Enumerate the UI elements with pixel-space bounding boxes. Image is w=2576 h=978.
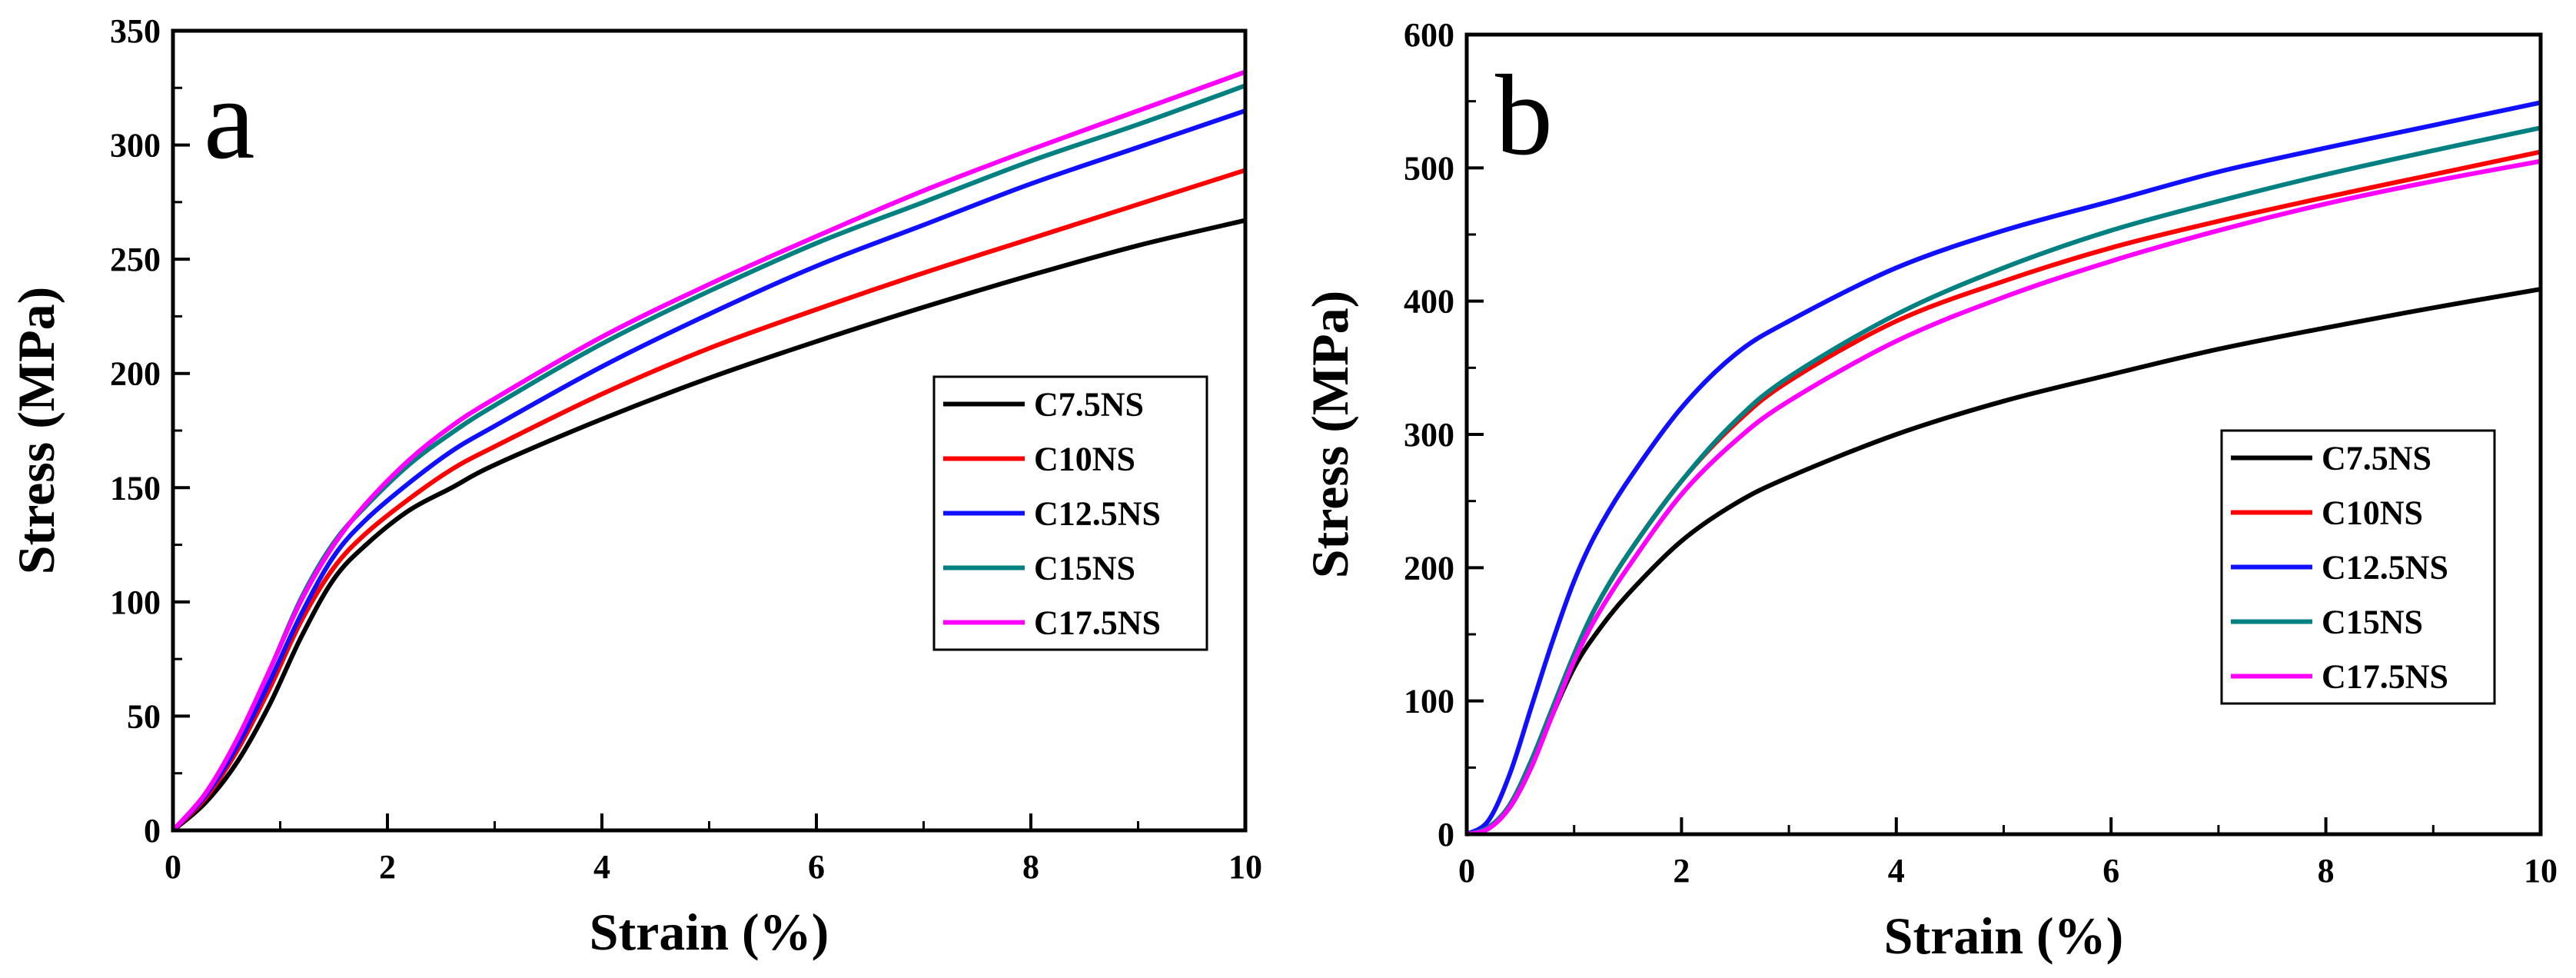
panel-label-a: a	[204, 55, 255, 183]
x-tick-label: 8	[2318, 852, 2335, 890]
y-tick-label: 300	[1404, 416, 1454, 454]
legend-label: C17.5NS	[2322, 658, 2448, 696]
legend-a: C7.5NS C10NS C12.5NS C15NS C17.5NS	[932, 375, 1208, 651]
y-tick-label: 50	[127, 697, 161, 735]
y-tick-label: 0	[144, 812, 161, 850]
y-tick-label: 500	[1404, 149, 1454, 187]
legend-label: C15NS	[2322, 604, 2423, 641]
x-tick-label: 10	[2524, 852, 2558, 890]
x-tick-label: 6	[808, 848, 825, 886]
y-tick-label: 200	[1404, 549, 1454, 587]
legend-label: C7.5NS	[2322, 440, 2431, 477]
y-axis-title-a: Stress (MPa)	[7, 287, 65, 575]
series-line-C10NS	[171, 168, 1246, 833]
y-tick-label: 400	[1404, 283, 1454, 321]
plot-frame-a	[171, 28, 1248, 833]
x-tick-label: 8	[1022, 848, 1039, 886]
x-tick-label: 0	[1458, 852, 1475, 890]
y-tick-label: 250	[110, 241, 161, 278]
series-line-C15NS	[1466, 125, 2541, 837]
panel-label-b: b	[1495, 52, 1553, 179]
x-tick-label: 2	[1673, 852, 1690, 890]
series-line-C12.5NS	[1465, 100, 2541, 837]
legend-label: C17.5NS	[1034, 604, 1161, 642]
x-tick-label: 4	[1888, 852, 1905, 890]
legend-label: C10NS	[2322, 494, 2423, 532]
legend-label: C12.5NS	[1034, 495, 1161, 533]
series-line-C17.5NS	[1466, 158, 2541, 837]
x-tick-label: 6	[2102, 852, 2119, 890]
y-tick-label: 350	[110, 12, 161, 50]
x-axis-title-b: Strain (%)	[1884, 906, 2124, 965]
x-tick-label: 0	[165, 848, 181, 886]
y-tick-label: 200	[110, 355, 161, 393]
plot-frame-b	[1464, 32, 2543, 837]
y-axis-title-b: Stress (MPa)	[1301, 291, 1359, 579]
legend-b: C7.5NS C10NS C12.5NS C15NS C17.5NS	[2220, 429, 2496, 705]
x-tick-label: 4	[593, 848, 610, 886]
legend-label: C15NS	[1034, 550, 1135, 587]
x-tick-label: 2	[379, 848, 396, 886]
y-tick-label: 100	[110, 584, 161, 621]
series-line-C7.5NS	[171, 218, 1246, 833]
y-tick-label: 600	[1404, 16, 1454, 54]
legend-label: C10NS	[1034, 441, 1135, 478]
y-tick-label: 300	[110, 127, 161, 165]
legend-label: C7.5NS	[1034, 386, 1144, 424]
y-tick-label: 150	[110, 469, 161, 507]
x-tick-label: 10	[1228, 848, 1262, 886]
legend-label: C12.5NS	[2322, 549, 2448, 587]
x-axis-title-a: Strain (%)	[590, 903, 829, 961]
y-tick-label: 100	[1404, 683, 1454, 720]
series-line-C17.5NS	[171, 69, 1247, 833]
y-tick-label: 0	[1438, 816, 1454, 853]
series-line-C12.5NS	[171, 108, 1246, 833]
